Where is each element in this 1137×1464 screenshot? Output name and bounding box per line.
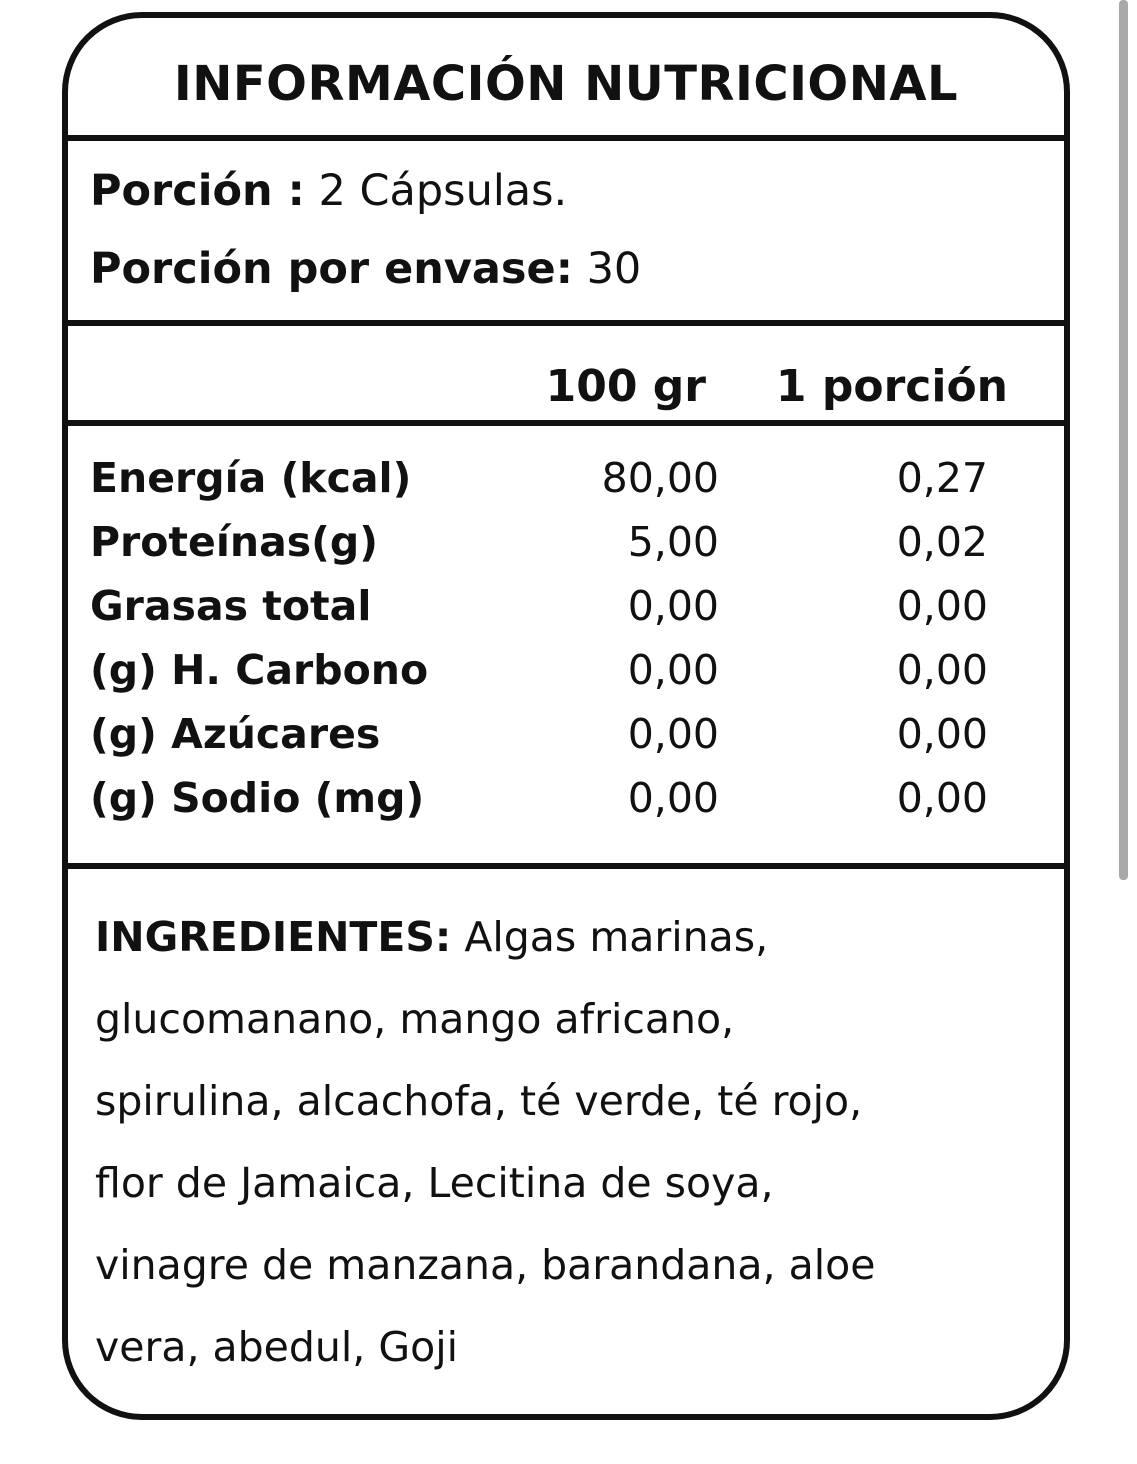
nutrient-row: (g) Sodio (mg) 0,00 0,00	[68, 774, 1064, 838]
ingredients-line: flor de Jamaica, Lecitina de soya,	[95, 1159, 774, 1207]
divider	[68, 135, 1064, 141]
ingredients-line: vera, abedul, Goji	[95, 1323, 459, 1371]
nutrition-label: INFORMACIÓN NUTRICIONAL Porción : 2 Cáps…	[62, 12, 1070, 1420]
divider	[62, 420, 1064, 426]
ingredients-line: vinagre de manzana, barandana, aloe	[95, 1241, 876, 1289]
ingredients-line: spirulina, alcachofa, té verde, té rojo,	[95, 1077, 863, 1125]
value-per-portion: 0,00	[896, 646, 988, 694]
value-per-portion: 0,00	[896, 774, 988, 822]
column-header-100g: 100 gr	[545, 361, 706, 412]
nutrient-row: (g) H. Carbono 0,00 0,00	[68, 646, 1064, 710]
label-title: INFORMACIÓN NUTRICIONAL	[173, 56, 959, 112]
portion-value: 2 Cápsulas.	[318, 166, 568, 216]
scrollbar[interactable]	[1119, 0, 1128, 880]
nutrient-label: Grasas total	[90, 582, 372, 630]
value-per-portion: 0,00	[896, 582, 988, 630]
portion-label: Porción :	[90, 166, 305, 216]
portion-line: Porción : 2 Cápsulas.	[90, 166, 567, 216]
divider	[68, 863, 1064, 869]
value-per-100g: 0,00	[627, 582, 719, 630]
nutrient-row: Proteínas(g) 5,00 0,02	[68, 518, 1064, 582]
per-container-label: Porción por envase:	[90, 244, 573, 294]
value-per-100g: 0,00	[627, 646, 719, 694]
ingredients-line: glucomanano, mango africano,	[95, 995, 735, 1043]
ingredients-text: INGREDIENTES: Algas marinas, glucomanano…	[95, 896, 875, 1388]
value-per-100g: 0,00	[627, 710, 719, 758]
nutrient-label: Energía (kcal)	[90, 454, 412, 502]
nutrient-label: (g) H. Carbono	[90, 646, 429, 694]
nutrient-row: Grasas total 0,00 0,00	[68, 582, 1064, 646]
per-container-value: 30	[586, 244, 642, 294]
value-per-portion: 0,02	[896, 518, 988, 566]
ingredients-line: Algas marinas,	[451, 913, 769, 961]
nutrient-row: Energía (kcal) 80,00 0,27	[68, 454, 1064, 518]
nutrient-label: Proteínas(g)	[90, 518, 378, 566]
nutrient-label: (g) Sodio (mg)	[90, 774, 425, 822]
value-per-100g: 80,00	[601, 454, 719, 502]
nutrient-label: (g) Azúcares	[90, 710, 381, 758]
ingredients-label: INGREDIENTES:	[95, 913, 452, 961]
value-per-portion: 0,00	[896, 710, 988, 758]
value-per-portion: 0,27	[896, 454, 988, 502]
value-per-100g: 0,00	[627, 774, 719, 822]
per-container-line: Porción por envase: 30	[90, 244, 641, 294]
nutrient-row: (g) Azúcares 0,00 0,00	[68, 710, 1064, 774]
column-header-portion: 1 porción	[775, 361, 1008, 412]
divider	[68, 320, 1064, 326]
value-per-100g: 5,00	[627, 518, 719, 566]
